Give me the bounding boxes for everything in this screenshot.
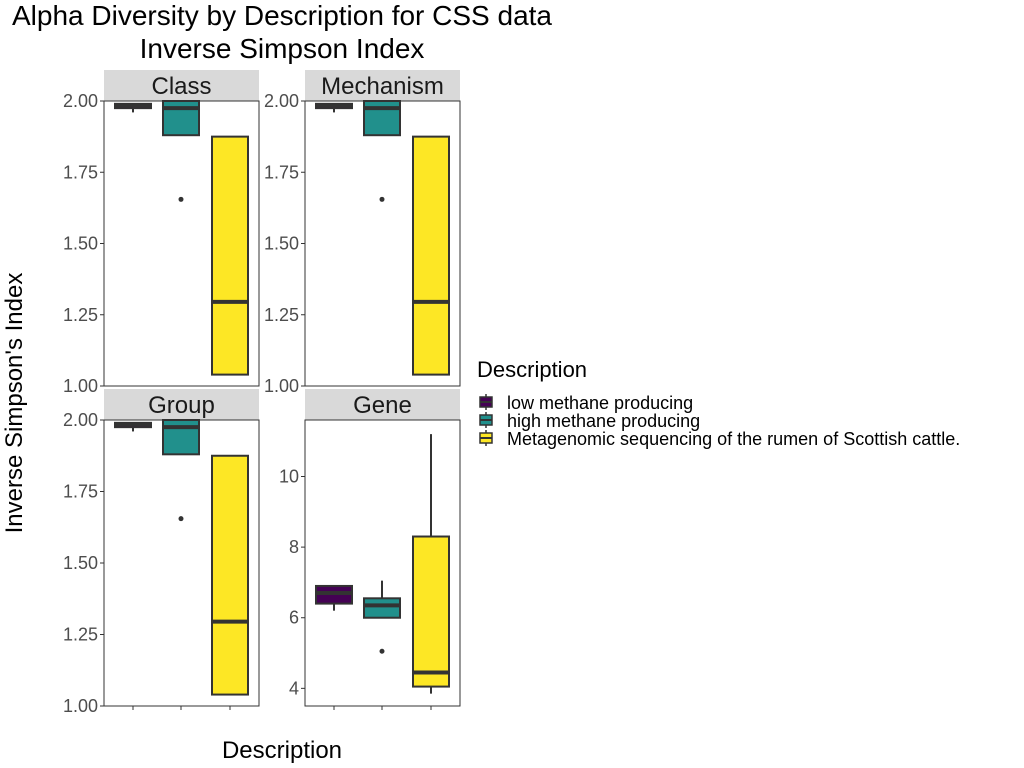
y-tick-label: 8 (289, 537, 299, 557)
legend-label: Metagenomic sequencing of the rumen of S… (507, 429, 960, 449)
y-tick-label: 6 (289, 608, 299, 628)
outlier-point (178, 196, 184, 202)
box-iqr (211, 135, 249, 376)
y-tick-label: 2.00 (63, 410, 98, 430)
box-iqr (211, 454, 249, 696)
box-high (363, 100, 401, 202)
facet-strip-label: Class (151, 73, 211, 100)
box-low (114, 102, 152, 113)
box-metagenomic (412, 434, 450, 694)
y-tick-label: 4 (289, 678, 299, 698)
box-low (315, 102, 353, 113)
y-tick-label: 1.75 (264, 162, 299, 182)
y-tick-label: 10 (279, 466, 299, 486)
outlier-point (379, 648, 385, 654)
box-low (315, 584, 353, 611)
legend-label: high methane producing (507, 411, 700, 431)
box-high (162, 100, 200, 202)
box-metagenomic (211, 135, 249, 376)
facet-strip-label: Group (148, 392, 215, 419)
outlier-point (178, 516, 184, 522)
facet-strip (305, 70, 460, 101)
y-tick-label: 1.25 (264, 305, 299, 325)
y-tick-label: 1.75 (63, 162, 98, 182)
y-tick-label: 2.00 (264, 91, 299, 111)
outlier-point (379, 196, 385, 202)
box-high (162, 419, 200, 522)
facet-strip (305, 389, 460, 420)
chart-title-line-1: Alpha Diversity by Description for CSS d… (12, 0, 552, 31)
legend-entry: high methane producing (479, 411, 700, 431)
y-tick-label: 1.25 (63, 305, 98, 325)
y-tick-label: 1.25 (63, 625, 98, 645)
chart-title-line-2: Inverse Simpson Index (140, 33, 425, 64)
facet-strip (104, 389, 259, 420)
y-axis-title: Inverse Simpson's Index (1, 273, 28, 534)
box-iqr (363, 597, 401, 619)
box-low (114, 421, 152, 432)
y-tick-label: 1.50 (63, 553, 98, 573)
facet-strip-label: Gene (353, 392, 412, 419)
box-metagenomic (211, 454, 249, 696)
box-iqr (412, 535, 450, 688)
y-tick-label: 1.00 (63, 376, 98, 396)
legend-label: low methane producing (507, 393, 693, 413)
facet-panels: Class 1.00 1.25 1.50 1.75 2.00 Mechanism 1.00 1.… (63, 70, 461, 716)
legend-entry: low methane producing (479, 393, 693, 413)
panel-mechanism: Mechanism 1.00 1.25 1.50 1.75 2.00 (264, 70, 461, 396)
box-iqr (412, 135, 450, 376)
facet-strip (104, 70, 259, 101)
box-high (363, 580, 401, 654)
y-tick-label: 1.75 (63, 482, 98, 502)
box-metagenomic (412, 135, 450, 376)
panel-group: Group 1.00 1.25 1.50 1.75 2.00 (63, 389, 260, 716)
legend-title: Description (477, 357, 587, 382)
legend-entry: Metagenomic sequencing of the rumen of S… (479, 429, 960, 449)
facet-strip-label: Mechanism (321, 73, 444, 100)
y-tick-label: 1.50 (264, 234, 299, 254)
y-tick-label: 1.00 (264, 376, 299, 396)
y-tick-label: 1.00 (63, 696, 98, 716)
box-iqr (162, 419, 200, 456)
panel-class: Class 1.00 1.25 1.50 1.75 2.00 (63, 70, 260, 396)
x-axis-title: Description (222, 737, 342, 764)
panel-gene: Gene 4 6 8 10 (279, 389, 461, 710)
y-tick-label: 1.50 (63, 234, 98, 254)
y-tick-label: 2.00 (63, 91, 98, 111)
